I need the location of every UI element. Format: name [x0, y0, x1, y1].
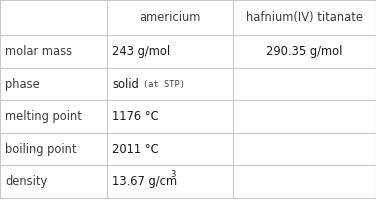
Text: boiling point: boiling point	[5, 143, 76, 156]
Text: americium: americium	[139, 11, 201, 24]
Text: melting point: melting point	[5, 110, 82, 123]
Text: 13.67 g/cm: 13.67 g/cm	[112, 175, 177, 188]
Text: solid: solid	[112, 78, 139, 91]
Text: (at STP): (at STP)	[143, 80, 185, 89]
Text: 243 g/mol: 243 g/mol	[112, 45, 170, 58]
Text: 3: 3	[170, 170, 176, 179]
Text: density: density	[5, 175, 47, 188]
Text: phase: phase	[5, 78, 39, 91]
Text: 1176 °C: 1176 °C	[112, 110, 159, 123]
Text: 290.35 g/mol: 290.35 g/mol	[266, 45, 343, 58]
Text: 2011 °C: 2011 °C	[112, 143, 159, 156]
Text: molar mass: molar mass	[5, 45, 72, 58]
Text: hafnium(IV) titanate: hafnium(IV) titanate	[246, 11, 363, 24]
